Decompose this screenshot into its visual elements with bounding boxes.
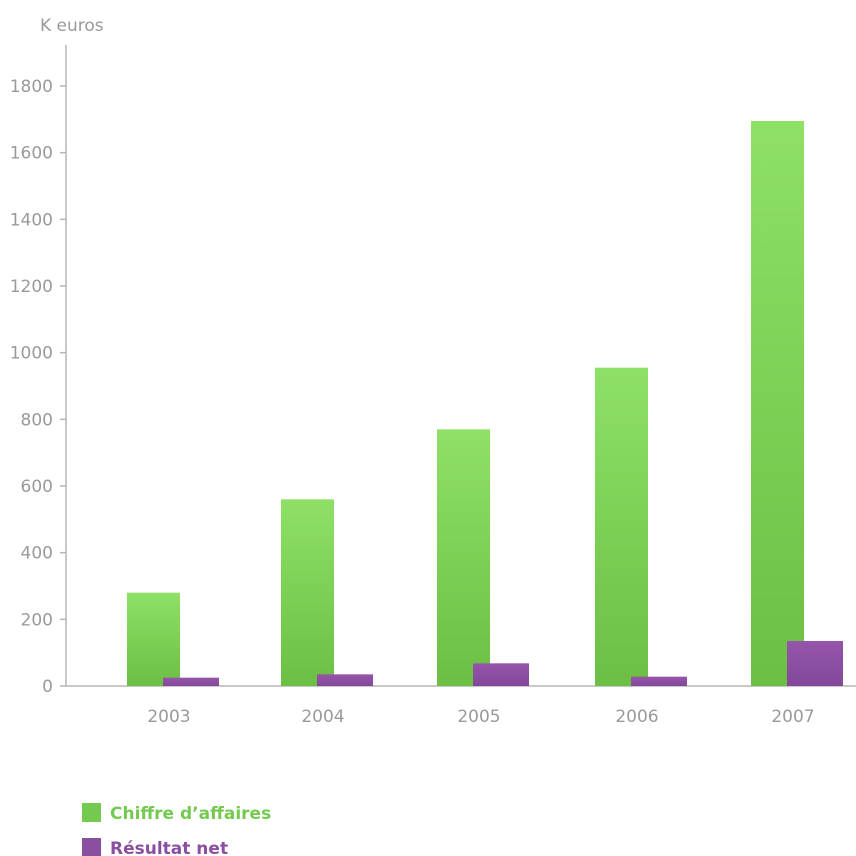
y-tick-label: 1800 [10, 77, 53, 97]
bars [127, 121, 843, 686]
legend: Chiffre d’affaires Résultat net [82, 803, 271, 856]
y-ticks: 0 200 400 600 800 1000 1200 1400 1600 1800 [10, 77, 66, 697]
legend-item-chiffre-affaires-label: Chiffre d’affaires [110, 804, 271, 824]
x-tick-label: 2004 [301, 707, 344, 727]
x-ticks: 2003 2004 2005 2006 2007 [147, 707, 814, 727]
y-tick-label: 1000 [10, 344, 53, 364]
y-tick-label: 200 [21, 610, 53, 630]
bar-resultat-net-2006 [631, 676, 687, 686]
y-tick-label: 1200 [10, 277, 53, 297]
bar-resultat-net-2007 [787, 641, 843, 686]
y-tick-label: 800 [21, 410, 53, 430]
y-tick-label: 1400 [10, 210, 53, 230]
bar-resultat-net-2004 [317, 674, 373, 686]
y-tick-label: 600 [21, 477, 53, 497]
legend-item-resultat-net-label: Résultat net [110, 839, 228, 856]
legend-item-resultat-net-swatch [82, 838, 101, 856]
x-tick-label: 2005 [457, 707, 500, 727]
y-axis-label: K euros [40, 16, 104, 36]
x-tick-label: 2007 [771, 707, 814, 727]
bar-chiffre-affaires-2004 [281, 499, 334, 686]
bar-chiffre-affaires-2003 [127, 592, 180, 686]
x-tick-label: 2006 [615, 707, 658, 727]
bar-chiffre-affaires-2006 [595, 367, 648, 686]
legend-item-chiffre-affaires-swatch [82, 803, 101, 822]
y-tick-label: 400 [21, 544, 53, 564]
bar-chiffre-affaires-2005 [437, 429, 490, 686]
x-tick-label: 2003 [147, 707, 190, 727]
bar-chiffre-affaires-2007 [751, 121, 804, 686]
bar-resultat-net-2003 [163, 677, 219, 686]
y-tick-label: 0 [42, 677, 53, 697]
y-tick-label: 1600 [10, 144, 53, 164]
bar-resultat-net-2005 [473, 663, 529, 686]
